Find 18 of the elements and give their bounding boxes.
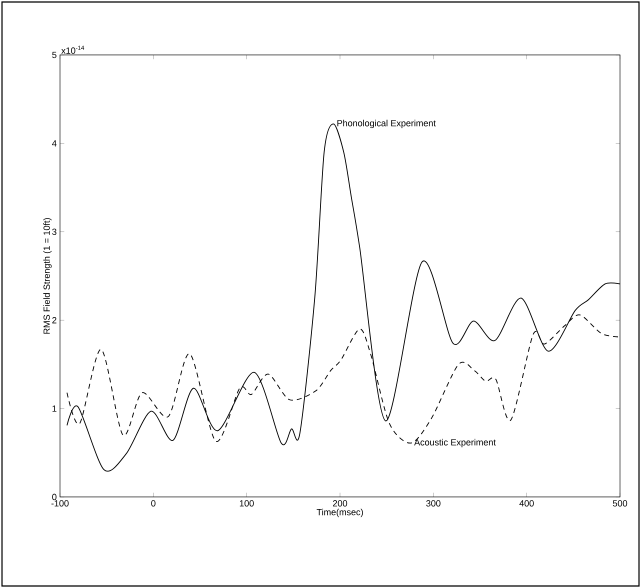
y-tick-label: 4 xyxy=(52,140,57,146)
x-tick-label: -100 xyxy=(51,500,69,507)
x-tick-label: 0 xyxy=(151,500,156,507)
x-tick-label: 300 xyxy=(426,500,440,507)
x-tick-label: 100 xyxy=(240,500,254,507)
text: x10$^{-14}$ xyxy=(61,46,84,54)
x-axis-title: Time(msec) xyxy=(316,508,363,518)
x-tick-label: 400 xyxy=(519,500,534,507)
y-tick-label: 2 xyxy=(52,317,56,324)
annotation: Acoustic Experiment xyxy=(414,438,496,448)
y-tick-label: 5 xyxy=(52,52,56,58)
x-tick-label: 500 xyxy=(612,500,628,507)
y-axis-title: RMS Field Strength (1 = 10ft) xyxy=(43,218,52,334)
y-tick-label: 1 xyxy=(52,405,56,412)
y-tick-label: 0 xyxy=(52,494,56,500)
x-tick-label: 200 xyxy=(332,500,348,507)
y-tick-label: 3 xyxy=(52,228,56,235)
annotation: Phonological Experiment xyxy=(337,120,436,128)
